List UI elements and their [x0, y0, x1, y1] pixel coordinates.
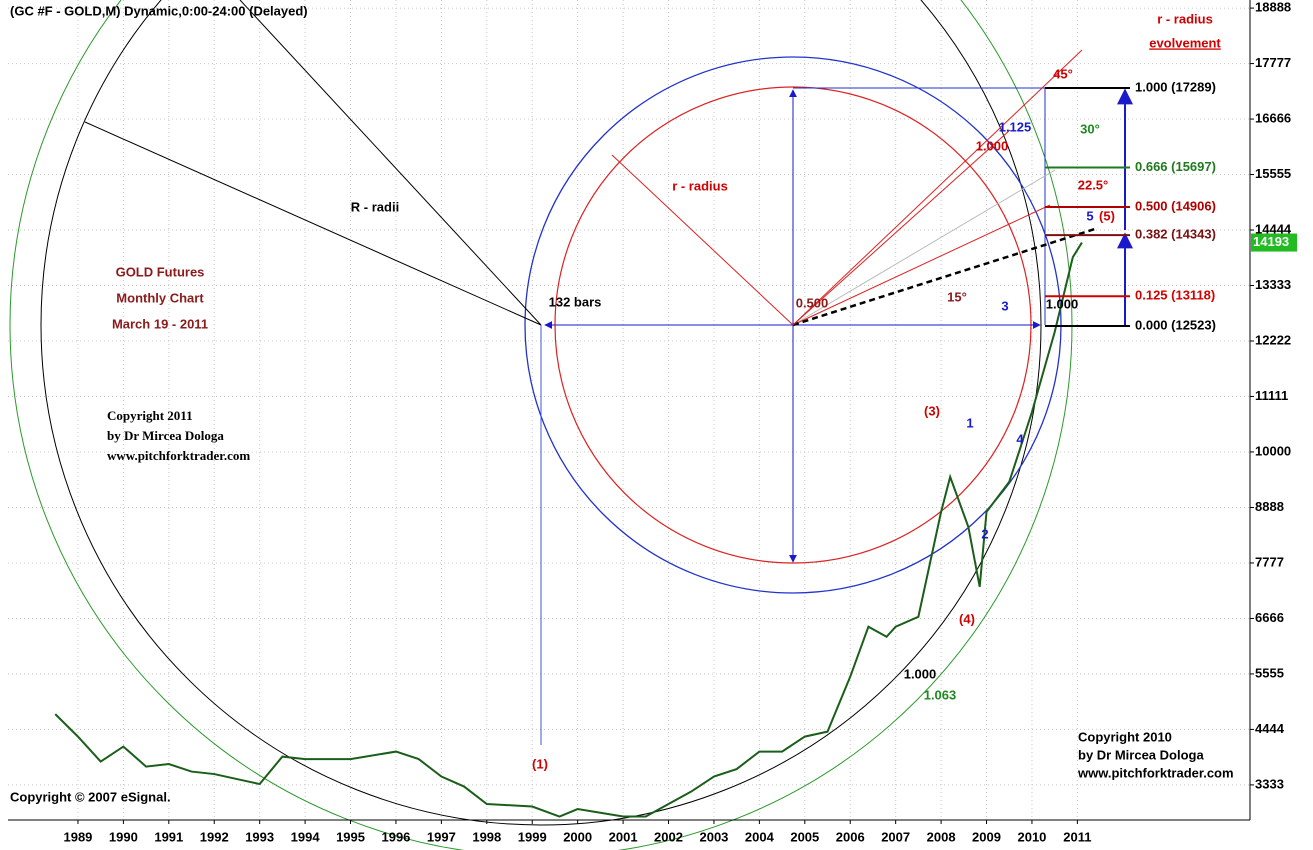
level-label: 0.500 (14906)	[1135, 198, 1216, 213]
annotation: 45°	[1053, 66, 1073, 81]
x-tick-label: 1991	[154, 829, 183, 844]
annotation: 22.5°	[1078, 177, 1109, 192]
x-tick-label: 2001	[609, 829, 638, 844]
angle-30	[792, 169, 1056, 326]
x-tick-label: 1990	[109, 829, 138, 844]
x-tick-label: 1998	[472, 829, 501, 844]
y-tick-label: 13333	[1255, 277, 1291, 292]
radius-line	[239, 0, 542, 326]
annotation: R - radii	[351, 199, 399, 214]
y-tick-label: 14444	[1255, 221, 1292, 236]
chart-title: (GC #F - GOLD,M) Dynamic,0:00-24:00 (Del…	[10, 3, 308, 18]
annotation: 30°	[1080, 121, 1100, 136]
x-tick-label: 1989	[63, 829, 92, 844]
y-tick-label: 6666	[1255, 610, 1284, 625]
x-tick-label: 2000	[563, 829, 592, 844]
big-circle	[40, 0, 1042, 826]
x-tick-label: 1997	[427, 829, 456, 844]
red-radius	[611, 154, 794, 326]
x-tick-label: 1995	[336, 829, 365, 844]
x-tick-label: 2002	[654, 829, 683, 844]
annotation: r - radius	[672, 178, 728, 193]
annotation: 1.063	[924, 687, 957, 702]
level-label: 0.125 (13118)	[1135, 288, 1215, 303]
annotation: (5)	[1099, 208, 1115, 223]
annotation: www.pitchforktrader.com	[107, 448, 250, 463]
last-price-box	[1251, 233, 1297, 252]
annotation: 0.500	[796, 295, 829, 310]
y-tick-label: 17777	[1255, 55, 1291, 70]
radius-line	[84, 121, 542, 326]
annotation: 15°	[947, 289, 967, 304]
price-line	[54, 242, 1083, 818]
x-tick-label: 1994	[291, 829, 321, 844]
annotation: (1)	[532, 756, 548, 771]
annotation: 1.125	[999, 119, 1032, 134]
angle-22	[792, 204, 1051, 326]
y-tick-label: 7777	[1255, 554, 1284, 569]
annotation: 1.000	[904, 666, 937, 681]
annotation: 1.000	[1046, 296, 1079, 311]
y-tick-label: 4444	[1255, 721, 1285, 736]
y-tick-label: 15555	[1255, 166, 1291, 181]
x-tick-label: 2010	[1017, 829, 1046, 844]
last-price-label: 14193	[1253, 234, 1289, 249]
annotation: 1.000	[976, 138, 1009, 153]
x-tick-label: 2003	[699, 829, 728, 844]
annotation: by Dr Mircea Dologa	[107, 428, 224, 443]
annotation: www.pitchforktrader.com	[1077, 765, 1234, 780]
annotation: (3)	[924, 403, 940, 418]
level-label: 0.000 (12523)	[1135, 317, 1216, 332]
x-tick-label: 2007	[881, 829, 910, 844]
annotation: r - radius	[1157, 11, 1213, 26]
annotation: 4	[1016, 431, 1024, 446]
y-tick-label: 8888	[1255, 499, 1284, 514]
annotation: Monthly Chart	[116, 290, 204, 305]
y-tick-label: 3333	[1255, 776, 1284, 791]
y-tick-label: 16666	[1255, 110, 1291, 125]
annotation: by Dr Mircea Dologa	[1078, 747, 1204, 762]
x-tick-label: 1993	[245, 829, 274, 844]
red-radius	[792, 129, 1011, 326]
y-tick-label: 10000	[1255, 443, 1291, 458]
y-tick-label: 5555	[1255, 665, 1284, 680]
annotation: 1	[966, 415, 973, 430]
angle-45	[792, 49, 1083, 326]
annotation: March 19 - 2011	[112, 316, 208, 331]
x-tick-label: 2005	[790, 829, 819, 844]
y-tick-label: 18888	[1255, 0, 1291, 15]
annotation: (4)	[959, 611, 975, 626]
annotation: evolvement	[1149, 35, 1221, 50]
level-label: 0.666 (15697)	[1135, 159, 1216, 174]
x-tick-label: 2004	[745, 829, 775, 844]
x-tick-label: 2008	[927, 829, 956, 844]
annotation: 5	[1086, 208, 1093, 223]
x-tick-label: 2006	[836, 829, 865, 844]
level-label: 0.382 (14343)	[1135, 227, 1216, 242]
angle-15	[792, 226, 1099, 327]
annotation: 2	[981, 526, 988, 541]
level-label: 1.000 (17289)	[1135, 79, 1216, 94]
annotation: 3	[1001, 298, 1008, 313]
x-tick-label: 2011	[1063, 829, 1091, 844]
y-tick-label: 12222	[1255, 332, 1291, 347]
annotation: Copyright © 2007 eSignal.	[10, 789, 171, 804]
annotation: GOLD Futures	[116, 264, 205, 279]
x-tick-label: 1996	[381, 829, 410, 844]
annotation: 132 bars	[549, 294, 602, 309]
x-tick-label: 2009	[972, 829, 1001, 844]
annotation: Copyright 2010	[1078, 729, 1172, 744]
x-tick-label: 1992	[200, 829, 229, 844]
annotation: Copyright 2011	[107, 408, 193, 423]
y-tick-label: 11111	[1255, 388, 1288, 403]
x-tick-label: 1999	[518, 829, 547, 844]
